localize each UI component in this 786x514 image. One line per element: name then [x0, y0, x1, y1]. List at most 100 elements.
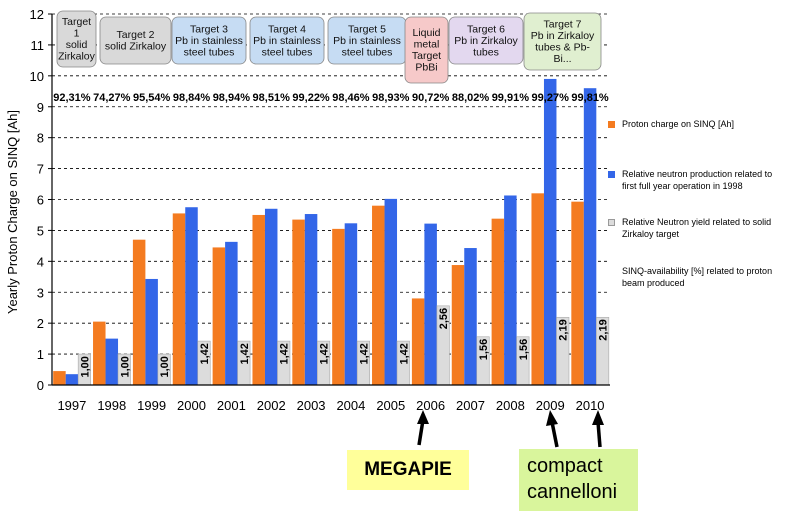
y-tick-label-7: 7 [37, 162, 44, 177]
y-tick-label-5: 5 [37, 223, 44, 238]
bar-proton-2003 [292, 219, 305, 385]
arrow-2006 [417, 419, 425, 446]
bar-neutron-1998 [105, 338, 119, 385]
yield-label-2004: 1,42 [358, 343, 370, 364]
legend-swatch-yield [608, 219, 615, 226]
bar-proton-2008 [491, 218, 505, 385]
bar-neutron-2004 [344, 223, 358, 385]
target-box-text-2-1: solid Zirkaloy [105, 41, 167, 53]
arrow-2010 [596, 421, 602, 448]
y-tick-label-1: 1 [37, 347, 44, 362]
y-tick-label-3: 3 [37, 285, 44, 300]
target-box-text-4-2: steel tubes [262, 46, 313, 58]
y-tick-label-10: 10 [30, 69, 44, 84]
target-box-bg-2 [99, 16, 172, 65]
yield-label-2010: 2,19 [598, 319, 610, 340]
target-box-bg-1 [56, 10, 97, 68]
y-tick-label-11: 11 [31, 38, 45, 53]
bar-neutron-2009 [543, 78, 557, 386]
target-box-bg-8 [523, 12, 602, 71]
arrow-2006-head [417, 410, 429, 424]
availability-2009: 99,27% [532, 92, 570, 104]
target-box-text-4-1: Pb in stainless [253, 35, 321, 47]
compact-cannelloni-note: compact cannelloni [519, 449, 638, 511]
bar-proton-2010 [571, 201, 584, 385]
x-tick-label-1998: 1998 [97, 398, 126, 413]
target-box-text-5-0: Target 5 [348, 23, 386, 35]
y-tick-label-4: 4 [37, 254, 44, 269]
target-box-text-7-1: Pb in Zirkaloy [454, 35, 518, 47]
bar-proton-1999 [132, 239, 146, 385]
bar-neutron-2003 [304, 214, 318, 385]
target-box-text-1-2: solid [66, 39, 88, 51]
target-box-text-1-0: Target [62, 16, 91, 28]
x-tick-label-2006: 2006 [416, 398, 445, 413]
x-tick-label-2000: 2000 [177, 398, 206, 413]
target-box-bg-7 [448, 16, 524, 65]
target-box-text-3-1: Pb in stainless [175, 35, 243, 47]
target-box-text-3-2: steel tubes [184, 46, 235, 58]
bar-proton-2004 [332, 228, 345, 385]
bars [53, 78, 610, 386]
x-tick-label-2004: 2004 [336, 398, 365, 413]
target-box-bg-4 [249, 16, 325, 65]
x-tick-label-2009: 2009 [536, 398, 565, 413]
arrow-2010-head [592, 410, 604, 425]
bar-neutron-2010 [583, 88, 597, 385]
bar-proton-2001 [212, 247, 226, 385]
x-tick-label-2003: 2003 [297, 398, 326, 413]
megapie-label: MEGAPIE [364, 459, 452, 480]
legend-label-availability: SINQ-availability [%] related to proton … [622, 266, 773, 288]
bar-proton-2007 [451, 265, 465, 385]
yield-label-2003: 1,42 [319, 343, 331, 364]
arrow-2009 [550, 421, 559, 448]
bar-proton-2002 [252, 214, 265, 385]
bar-neutron-2005 [384, 198, 398, 385]
x-tick-label-2010: 2010 [576, 398, 605, 413]
bar-proton-2009 [531, 193, 544, 385]
cannelloni-label: cannelloni [527, 481, 618, 503]
availability-2010: 99,81% [571, 92, 609, 104]
yield-label-2005: 1,42 [398, 343, 410, 364]
target-box-bg-3 [171, 16, 247, 65]
bar-proton-1998 [93, 321, 106, 385]
y-tick-label-9: 9 [37, 100, 44, 115]
yield-label-2001: 1,42 [239, 343, 251, 364]
yield-label-1997: 1,00 [79, 356, 91, 377]
compact-label: compact [527, 455, 603, 477]
y-axis-label: Yearly Proton Charge on SINQ [Ah] [5, 110, 20, 314]
target-box-text-3-0: Target 3 [190, 23, 228, 35]
target-box-bg-6 [404, 16, 449, 84]
availability-1998: 74,27% [93, 92, 131, 104]
target-box-text-6-2: Target [412, 50, 441, 62]
bar-neutron-2002 [264, 208, 278, 385]
yield-label-2002: 1,42 [279, 343, 291, 364]
yield-label-1998: 1,00 [119, 356, 131, 377]
annotation-arrows [417, 410, 604, 448]
bar-neutron-2008 [504, 195, 517, 385]
target-box-text-6-3: PbBi [415, 62, 437, 74]
megapie-note: MEGAPIE [347, 450, 469, 490]
legend-label-yield: Relative Neutron yield related to solid … [622, 217, 772, 239]
bar-neutron-1997 [65, 374, 79, 385]
target-box-text-2-0: Target 2 [117, 29, 155, 41]
target-box-text-6-1: metal [414, 39, 440, 51]
arrow-2009-head [546, 410, 558, 426]
yield-label-2009: 2,19 [558, 319, 570, 340]
availability-2008: 99,91% [492, 92, 530, 104]
yield-label-2006: 2,56 [438, 308, 450, 329]
yield-label-2008: 1,56 [518, 339, 530, 360]
availability-2007: 88,02% [452, 92, 490, 104]
target-box-text-8-1: Pb in Zirkaloy [531, 30, 595, 42]
bar-neutron-2006 [424, 223, 437, 385]
legend-swatch-proton [608, 121, 615, 128]
